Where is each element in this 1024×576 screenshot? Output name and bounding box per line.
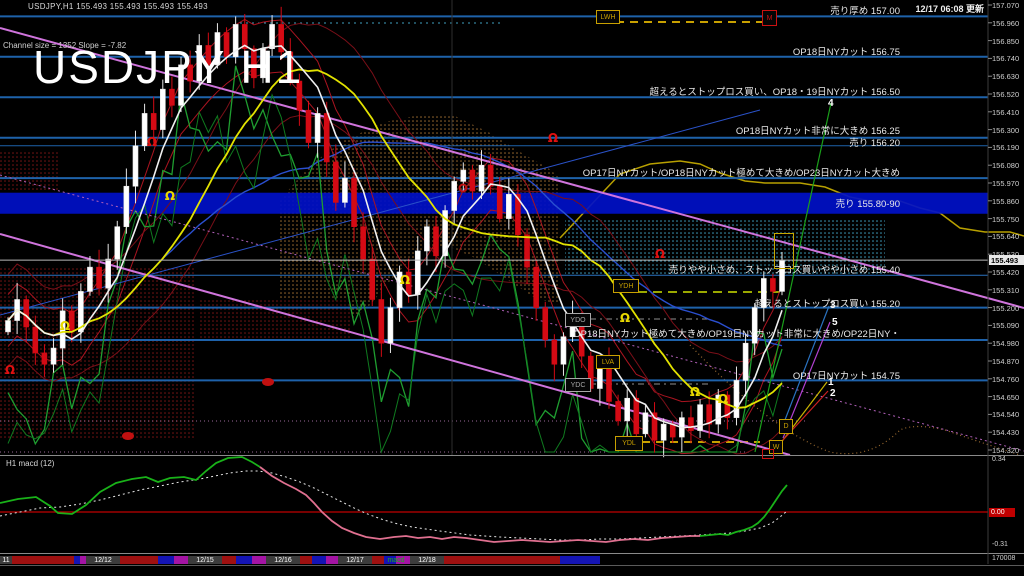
order-annotation: OP18日NYカット非常に大きめ 156.25 — [735, 126, 900, 137]
level-box-ydo: YDO — [565, 313, 591, 327]
macd-subwindow — [0, 456, 988, 543]
price-axis-label: 156.740 — [992, 54, 1020, 64]
level-box-d: D — [779, 419, 793, 434]
moving-averages — [7, 44, 783, 429]
signal-marker: Ω — [620, 311, 630, 325]
price-axis-label: 155.750 — [992, 214, 1020, 224]
signal-marker: Ω — [690, 385, 700, 399]
order-annotation: OP18日NYカット極めて大きめ/OP19日NYカット非常に大きめ/OP22日N… — [573, 329, 900, 340]
signal-marker: Ω — [400, 273, 410, 287]
order-annotation: 超えるとストップロス買い、OP18・19日NYカット 156.50 — [649, 87, 900, 98]
session-timeline-strip[interactable] — [10, 556, 600, 564]
price-axis-label: 156.410 — [992, 107, 1020, 117]
date-label-12-15: 12/15 — [188, 556, 222, 564]
price-axis-label: 154.760 — [992, 374, 1020, 384]
order-annotation: OP18日NYカット 156.75 — [792, 47, 900, 58]
channel-trendlines — [0, 27, 1024, 456]
order-annotation: 売り 155.80-90 — [835, 199, 900, 210]
price-axis-label: 156.190 — [992, 143, 1020, 153]
fan-label-5: 5 — [832, 317, 838, 328]
price-axis-label: 156.520 — [992, 90, 1020, 99]
fan-label-3: 3 — [830, 300, 836, 311]
price-axis-label: 154.650 — [992, 392, 1020, 402]
price-axis-label: 156.630 — [992, 72, 1020, 82]
sell-zone-band — [0, 192, 988, 214]
price-axis-label: 154.320 — [992, 446, 1020, 455]
update-timestamp: 12/17 06:08 更新 — [915, 4, 984, 14]
level-box-lwh: LWH — [596, 10, 620, 24]
macd-zero-label: 0.00 — [989, 508, 1015, 517]
signal-marker: Ω — [718, 392, 728, 406]
level-box-ydc: YDC — [565, 378, 591, 392]
level-box-lva: LVA — [596, 355, 620, 369]
date-label-12-17: 12/17 — [338, 556, 372, 564]
price-axis-label: 154.870 — [992, 357, 1020, 366]
fan-projection-lines: 4 3 5 12 — [754, 98, 838, 453]
order-annotation: 売り 156.20 — [849, 138, 900, 149]
signal-marker: Ω — [548, 131, 558, 145]
candlesticks — [5, 6, 785, 458]
price-axis-label: 156.300 — [992, 125, 1020, 135]
order-annotation: OP17日NYカット/OP18日NYカット極めて大きめ/OP23日NYカット大き… — [582, 168, 900, 179]
signal-marker: Ω — [655, 247, 665, 261]
signal-markers: Ω Ω Ω Ω Ω Ω Ω Ω Ω Ω — [5, 131, 728, 440]
price-axis-label: 155.860 — [992, 196, 1020, 206]
symbol-watermark: USDJPY H1 — [33, 41, 304, 93]
price-axis-label: 155.200 — [992, 303, 1020, 313]
order-annotation: OP17日NYカット 154.75 — [792, 371, 900, 382]
date-label-12-18: 12/18 — [410, 556, 444, 564]
price-axis-label: 154.980 — [992, 339, 1020, 349]
level-box-ydl: YDL — [615, 436, 643, 451]
macd-axis-label: -0.31 — [992, 541, 1008, 548]
signal-marker: Ω — [60, 319, 70, 333]
envelope-lines — [7, 18, 783, 455]
price-axis-label: 157.070 — [992, 1, 1020, 10]
price-axis-label: 155.420 — [992, 268, 1020, 277]
level-box-ydh: YDH — [613, 279, 639, 293]
price-axis-label: 155.090 — [992, 321, 1020, 331]
order-annotation: 売りやや小さめ、ストップロス買いやや小さめ 155.40 — [668, 265, 900, 276]
price-axis-label: 155.970 — [992, 179, 1020, 188]
fan-label-1: 1 — [828, 377, 834, 388]
price-axis-label: 154.540 — [992, 410, 1020, 420]
oscillator-overlay-lines — [7, 65, 783, 454]
macd-indicator-label: H1 macd (12) — [6, 459, 55, 468]
signal-marker: Ω — [165, 189, 175, 203]
macd-axis-label: 0.34 — [992, 456, 1006, 463]
macd-axis-label: 170008 — [992, 555, 1016, 562]
current-price-label: 155.493 — [989, 255, 1024, 266]
price-axis-label: 156.960 — [992, 18, 1020, 28]
price-axis-label: 155.530 — [992, 250, 1019, 259]
level-box-m: M — [762, 10, 777, 26]
price-axis-label: 156.080 — [992, 161, 1020, 171]
price-axis-label: 154.430 — [992, 428, 1020, 438]
order-annotation: 売り厚め 157.00 — [830, 6, 900, 17]
date-label-12-12: 12/12 — [86, 556, 120, 564]
fan-label-2: 2 — [830, 388, 836, 399]
ohlc-title: USDJPY,H1 155.493 155.493 155.493 155.49… — [28, 2, 208, 11]
channel-info: Channel size = 1352 Slope = -7.82 — [3, 41, 127, 50]
date-label-12-16: 12/16 — [266, 556, 300, 564]
order-annotation: 超えるとストップロス買い 155.20 — [754, 299, 900, 310]
level-box-w: W — [769, 440, 783, 454]
price-axis-label: 156.850 — [992, 36, 1020, 46]
date-label-11: 11 — [0, 556, 12, 564]
highlight-box — [762, 449, 774, 459]
signal-marker: Ω — [147, 135, 157, 149]
highlight-box — [774, 233, 794, 269]
timeline-macd-text: macd — [387, 556, 405, 564]
fan-label-4: 4 — [828, 98, 834, 109]
price-axis-label: 155.310 — [992, 285, 1020, 295]
signal-marker: Ω — [5, 363, 15, 377]
price-axis-label: 155.640 — [992, 232, 1020, 242]
